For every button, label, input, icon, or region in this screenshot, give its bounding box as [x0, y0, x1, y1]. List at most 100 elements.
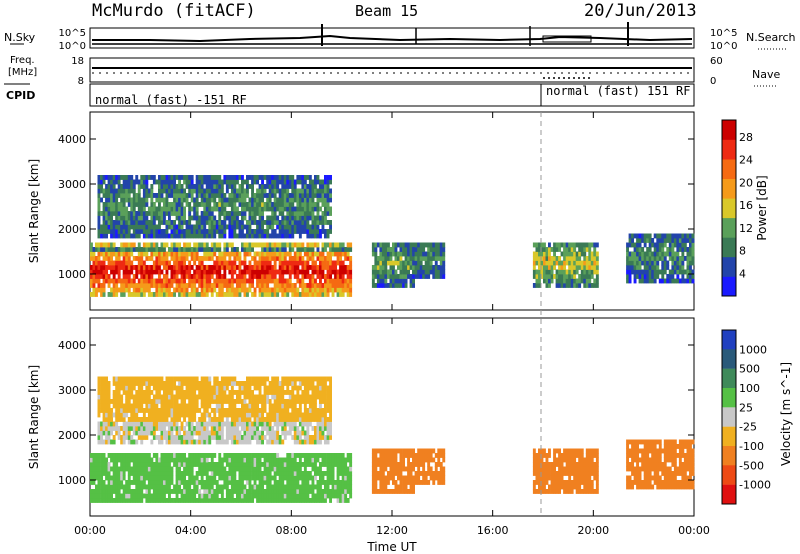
data-cell [336, 453, 340, 458]
data-cell [180, 287, 184, 293]
data-cell [314, 229, 317, 234]
data-cell [580, 274, 584, 279]
data-cell [314, 426, 317, 431]
data-cell [223, 269, 227, 275]
data-cell [90, 466, 93, 472]
data-cell [215, 484, 219, 490]
data-cell [147, 430, 151, 436]
data-cell [563, 274, 566, 279]
data-cell [158, 399, 161, 404]
data-cell [565, 260, 569, 266]
data-cell [271, 179, 275, 185]
data-cell [633, 269, 637, 275]
data-cell [691, 247, 695, 252]
data-cell [653, 233, 657, 239]
data-cell [261, 229, 264, 234]
data-cell [215, 269, 219, 275]
data-cell [538, 283, 541, 288]
data-cell [308, 265, 312, 270]
data-cell [210, 484, 214, 490]
data-cell [193, 439, 197, 445]
data-cell [238, 471, 242, 476]
data-cell [183, 283, 186, 288]
data-cell [573, 274, 577, 279]
data-cell [132, 211, 136, 216]
data-cell [253, 426, 257, 431]
data-cell [568, 278, 572, 284]
data-cell [215, 390, 219, 395]
data-cell [188, 385, 192, 391]
data-cell [210, 457, 214, 463]
data-cell [273, 197, 277, 203]
data-cell [243, 193, 247, 198]
data-cell [326, 435, 330, 440]
data-cell [246, 417, 249, 422]
data-cell [198, 426, 202, 431]
data-cell [145, 197, 149, 203]
data-cell [266, 493, 270, 499]
data-cell [132, 430, 136, 436]
data-cell [303, 251, 307, 257]
data-cell [590, 256, 594, 261]
data-cell [225, 179, 229, 185]
data-cell [205, 197, 209, 203]
data-cell [238, 224, 242, 230]
data-cell [341, 466, 345, 472]
data-cell [442, 274, 446, 279]
data-cell [236, 421, 239, 427]
data-cell [210, 242, 214, 248]
data-cell [573, 251, 577, 257]
data-cell [326, 202, 330, 207]
data-cell [213, 421, 217, 427]
data-cell [311, 215, 315, 221]
data-cell [213, 242, 217, 248]
data-cell [122, 233, 126, 239]
data-cell [115, 390, 119, 395]
data-cell [329, 489, 332, 494]
data-cell [686, 247, 690, 252]
data-cell [223, 439, 227, 445]
data-cell [200, 394, 204, 400]
data-cell [251, 498, 254, 503]
data-cell [268, 215, 272, 221]
data-cell [210, 471, 214, 476]
data-cell [168, 399, 171, 404]
data-cell [339, 292, 342, 297]
data-cell [223, 385, 227, 391]
data-cell [324, 220, 327, 225]
data-cell [256, 493, 259, 499]
data-cell [178, 260, 181, 266]
data-cell [193, 184, 197, 189]
data-cell [399, 256, 403, 261]
data-cell [281, 292, 285, 297]
data-cell [115, 251, 119, 257]
data-cell [283, 184, 287, 189]
data-cell [339, 251, 342, 257]
data-cell [248, 265, 252, 270]
data-cell [200, 403, 204, 409]
data-cell [258, 287, 262, 293]
data-cell [140, 489, 144, 494]
data-cell [158, 193, 161, 198]
data-cell [178, 462, 181, 467]
data-cell [122, 421, 126, 427]
data-cell [668, 242, 672, 248]
data-cell [115, 408, 119, 413]
data-cell [273, 484, 277, 490]
data-cell [296, 179, 300, 185]
data-cell [135, 421, 139, 427]
data-cell [198, 247, 202, 252]
data-cell [248, 202, 252, 207]
data-cell [293, 453, 297, 458]
data-cell [585, 256, 589, 261]
data-cell [324, 439, 327, 445]
data-cell [208, 489, 212, 494]
data-cell [296, 489, 300, 494]
data-cell [256, 260, 259, 266]
data-cell [140, 256, 144, 261]
data-cell [218, 197, 222, 203]
data-cell [110, 480, 113, 485]
data-cell [127, 251, 131, 257]
data-cell [306, 489, 310, 494]
data-cell [570, 247, 574, 252]
